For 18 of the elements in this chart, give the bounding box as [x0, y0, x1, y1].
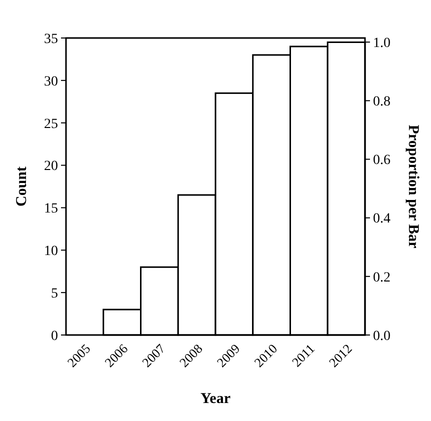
y-tick-label: 10: [44, 244, 58, 260]
y-tick-label: 5: [51, 286, 58, 302]
y-tick-label: 30: [44, 74, 58, 90]
y2-tick-label: 0.6: [373, 153, 390, 168]
y2-tick-label: 0.4: [373, 212, 390, 227]
y-tick-label: 20: [44, 159, 58, 174]
y2-tick-label: 0.2: [373, 270, 390, 286]
y-tick-label: 15: [44, 202, 58, 217]
x-axis-title: Year: [200, 391, 231, 407]
y-axis-title: Count: [14, 166, 30, 207]
y-tick-label: 0: [51, 328, 58, 344]
y2-axis-title: Proportion per Bar: [405, 124, 421, 249]
y-tick-label: 35: [44, 32, 58, 47]
y-tick-label: 25: [44, 116, 58, 132]
y2-tick-label: 0.0: [373, 328, 390, 344]
y2-tick-label: 0.8: [373, 94, 390, 110]
x-tick-label: 2011: [288, 340, 318, 370]
y2-tick-label: 1.0: [373, 36, 390, 51]
